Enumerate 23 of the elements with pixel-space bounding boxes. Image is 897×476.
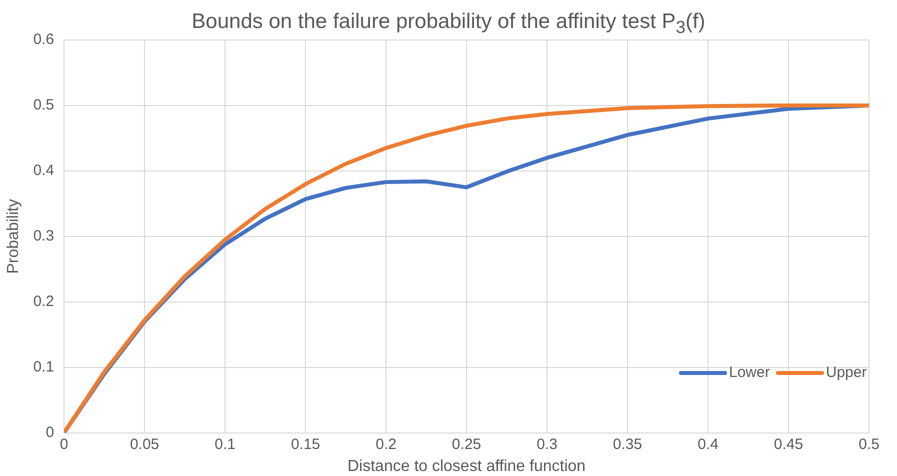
chart-title: Bounds on the failure probability of the affinity test P$_{3}$(f)	[192, 10, 706, 38]
x-tick-label: 0.45	[774, 436, 804, 453]
y-tick-label: 0.1	[33, 358, 54, 376]
y-tick-label: 0.5	[33, 96, 54, 114]
x-tick-label: 0.3	[536, 436, 558, 453]
x-tick-label: 0.5	[858, 436, 880, 453]
x-axis-title: Distance to closest affine function	[347, 458, 586, 475]
x-tick-label: 0	[60, 436, 68, 453]
y-tick-label: 0.3	[33, 228, 54, 245]
x-tick-label: 0.15	[290, 436, 320, 453]
y-tick-label: 0	[46, 424, 54, 441]
x-tick-label: 0.35	[612, 436, 642, 453]
legend-label: Lower	[729, 364, 770, 382]
x-tick-label: 0.25	[452, 436, 482, 453]
y-axis-title: Probability	[5, 199, 22, 274]
x-tick-label: 0.4	[698, 436, 718, 453]
y-tick-label: 0.4	[33, 162, 54, 180]
legend-label: Upper	[826, 364, 867, 382]
x-tick-label: 0.05	[130, 436, 160, 453]
x-tick-label: 0.2	[376, 436, 396, 453]
y-tick-label: 0.2	[33, 293, 54, 310]
x-tick-label: 0.1	[214, 436, 236, 453]
y-tick-label: 0.6	[33, 31, 54, 48]
